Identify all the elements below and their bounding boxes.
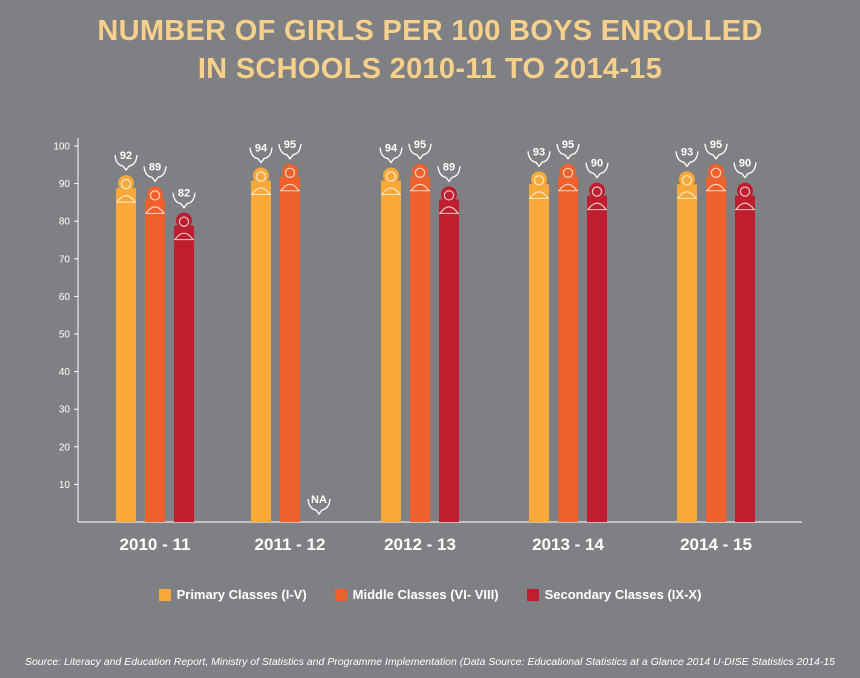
bar bbox=[381, 180, 401, 522]
value-callout-bracket bbox=[172, 192, 196, 209]
source-note: Source: Literacy and Education Report, M… bbox=[24, 656, 836, 668]
value-label: 95 bbox=[562, 139, 574, 151]
value-label-na: NA bbox=[311, 494, 327, 506]
legend-label-middle: Middle Classes (VI- VIII) bbox=[352, 587, 499, 602]
x-category-label: 2013 - 14 bbox=[532, 535, 604, 554]
chart-title-line-1: NUMBER OF GIRLS PER 100 BOYS ENROLLED bbox=[97, 15, 763, 47]
value-callout-bracket bbox=[437, 166, 461, 183]
y-tick-label: 80 bbox=[59, 217, 71, 228]
y-tick-label: 50 bbox=[59, 330, 71, 341]
girl-icon bbox=[587, 182, 607, 211]
girl-icon bbox=[145, 186, 165, 214]
bar bbox=[145, 199, 165, 523]
value-callout-bracket bbox=[556, 143, 580, 160]
girl-icon bbox=[280, 163, 300, 192]
legend-item-secondary: Secondary Classes (IX-X) bbox=[526, 587, 702, 602]
bar bbox=[558, 176, 578, 523]
y-tick-label: 70 bbox=[59, 254, 71, 265]
value-callout-bracket bbox=[527, 151, 551, 168]
legend-label-primary: Primary Classes (I-V) bbox=[176, 587, 307, 602]
value-callout-bracket bbox=[408, 143, 432, 160]
value-callout-bracket bbox=[733, 162, 757, 179]
x-category-label: 2010 - 11 bbox=[120, 535, 191, 554]
girl-icon bbox=[381, 167, 401, 196]
girl-icon bbox=[174, 212, 194, 241]
value-callout-bracket bbox=[379, 147, 403, 164]
value-label: 90 bbox=[591, 158, 603, 170]
bar bbox=[735, 195, 755, 522]
value-label: 93 bbox=[533, 146, 545, 158]
value-label: 95 bbox=[284, 139, 296, 151]
bar bbox=[280, 176, 300, 523]
value-label: 94 bbox=[385, 143, 398, 155]
bar bbox=[251, 180, 271, 522]
girl-icon bbox=[410, 163, 430, 192]
value-label: 95 bbox=[414, 139, 426, 151]
chart-title-line-2: IN SCHOOLS 2010-11 TO 2014-15 bbox=[197, 53, 663, 85]
bar bbox=[706, 176, 726, 523]
bar bbox=[116, 188, 136, 522]
value-label: 95 bbox=[710, 139, 722, 151]
value-callout-bracket bbox=[585, 162, 609, 179]
y-tick-label: 40 bbox=[59, 367, 71, 378]
y-tick-label: 100 bbox=[53, 142, 70, 153]
y-tick-label: 30 bbox=[59, 405, 71, 416]
legend-swatch-middle bbox=[334, 588, 347, 601]
legend-item-middle: Middle Classes (VI- VIII) bbox=[334, 587, 499, 602]
value-callout-bracket bbox=[675, 151, 699, 168]
value-label: 92 bbox=[120, 150, 132, 162]
value-label: 94 bbox=[255, 143, 268, 155]
value-callout-bracket bbox=[278, 143, 302, 160]
y-tick-label: 20 bbox=[59, 442, 71, 453]
legend-swatch-primary bbox=[158, 588, 171, 601]
chart-legend: Primary Classes (I-V) Middle Classes (VI… bbox=[0, 587, 860, 602]
value-label: 82 bbox=[178, 188, 190, 200]
girl-icon bbox=[116, 175, 136, 203]
bar bbox=[677, 184, 697, 522]
chart-title: NUMBER OF GIRLS PER 100 BOYS ENROLLED IN… bbox=[0, 12, 860, 88]
bar bbox=[410, 176, 430, 523]
y-tick-label: 90 bbox=[59, 179, 71, 190]
value-callout-bracket bbox=[114, 155, 138, 172]
girl-icon bbox=[735, 182, 755, 211]
x-category-label: 2012 - 13 bbox=[384, 535, 456, 554]
girl-icon bbox=[439, 186, 459, 214]
girl-icon bbox=[529, 171, 549, 199]
girl-icon bbox=[251, 167, 271, 196]
legend-swatch-secondary bbox=[526, 588, 539, 601]
y-tick-label: 60 bbox=[59, 292, 71, 303]
value-callout-bracket bbox=[143, 166, 167, 183]
legend-label-secondary: Secondary Classes (IX-X) bbox=[544, 587, 702, 602]
x-category-label: 2014 - 15 bbox=[680, 535, 752, 554]
girl-icon bbox=[558, 163, 578, 192]
girl-icon bbox=[706, 163, 726, 192]
y-tick-label: 10 bbox=[59, 480, 71, 491]
bar bbox=[587, 195, 607, 522]
value-label: 89 bbox=[149, 161, 161, 173]
value-label: 93 bbox=[681, 146, 693, 158]
x-category-label: 2011 - 12 bbox=[255, 535, 326, 554]
bar bbox=[439, 199, 459, 523]
bar bbox=[529, 184, 549, 522]
girl-icon bbox=[677, 171, 697, 199]
bar bbox=[174, 225, 194, 522]
legend-item-primary: Primary Classes (I-V) bbox=[158, 587, 307, 602]
value-callout-bracket bbox=[249, 147, 273, 164]
value-label: 90 bbox=[739, 158, 751, 170]
value-callout-bracket bbox=[704, 143, 728, 160]
value-label: 89 bbox=[443, 161, 455, 173]
value-callout-bracket bbox=[307, 498, 331, 516]
